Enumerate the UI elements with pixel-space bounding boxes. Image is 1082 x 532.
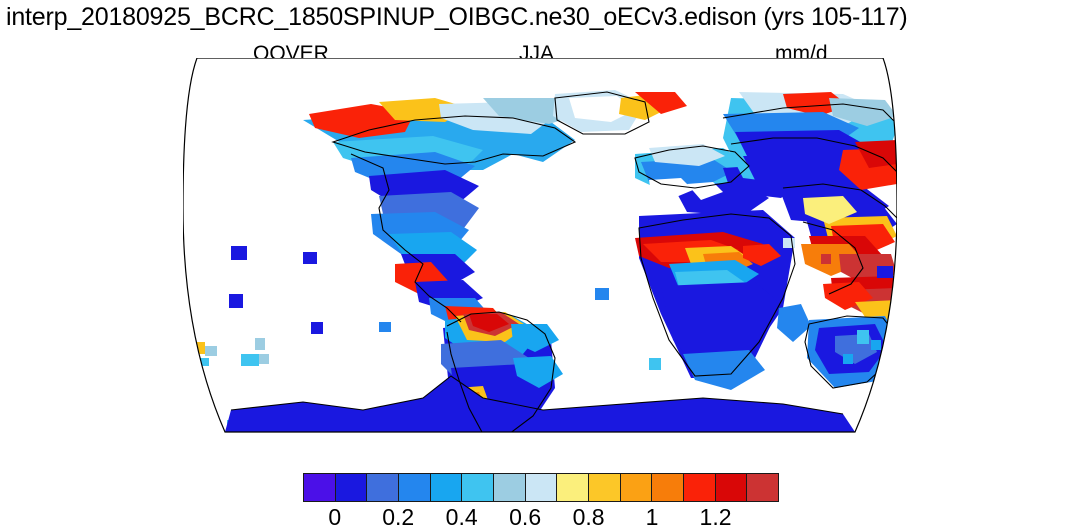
colorbar-cell xyxy=(557,474,590,501)
colorbar-tick: 0.4 xyxy=(445,504,478,530)
figure-title: interp_20180925_BCRC_1850SPINUP_OIBGC.ne… xyxy=(6,3,908,31)
colorbar-tick: 0.6 xyxy=(509,504,542,530)
colorbar-cell xyxy=(367,474,400,501)
colorbar-cell xyxy=(430,474,463,501)
region-maritime-southeast-asia xyxy=(823,276,897,326)
colorbar-cell xyxy=(462,474,495,501)
projection-outline xyxy=(183,58,897,433)
colorbar-cell xyxy=(304,474,336,501)
colorbar-cell xyxy=(652,474,685,501)
colorbar-cell xyxy=(335,474,368,501)
colorbar-cell xyxy=(620,474,653,501)
coastline-layer xyxy=(230,91,897,432)
colorbar-cell xyxy=(747,474,779,501)
region-greenland xyxy=(553,90,687,132)
colorbar-tick: 0.8 xyxy=(572,504,605,530)
colorbar-cell xyxy=(399,474,431,501)
colorbar[interactable] xyxy=(303,473,779,502)
colorbar-cell xyxy=(525,474,558,501)
colorbar-tick: 1 xyxy=(645,504,659,530)
colorbar-cell xyxy=(684,474,716,501)
colorbar-tick: 0.2 xyxy=(382,504,415,530)
colorbar-tick: 1.2 xyxy=(699,504,732,530)
region-islands xyxy=(191,238,893,430)
map-data-layer xyxy=(183,58,897,432)
region-africa xyxy=(635,210,811,390)
colorbar-cell xyxy=(589,474,621,501)
region-asia xyxy=(723,92,897,286)
colorbar-tick: 0 xyxy=(328,504,342,530)
map-plot xyxy=(183,58,897,440)
region-antarctica xyxy=(225,376,855,432)
colorbar-cell xyxy=(494,474,526,501)
map-svg xyxy=(183,58,897,433)
region-north-america xyxy=(303,98,581,336)
colorbar-cell xyxy=(715,474,748,501)
colorbar-tick-labels: 0 0.2 0.4 0.6 0.8 1 1.2 xyxy=(303,503,779,531)
